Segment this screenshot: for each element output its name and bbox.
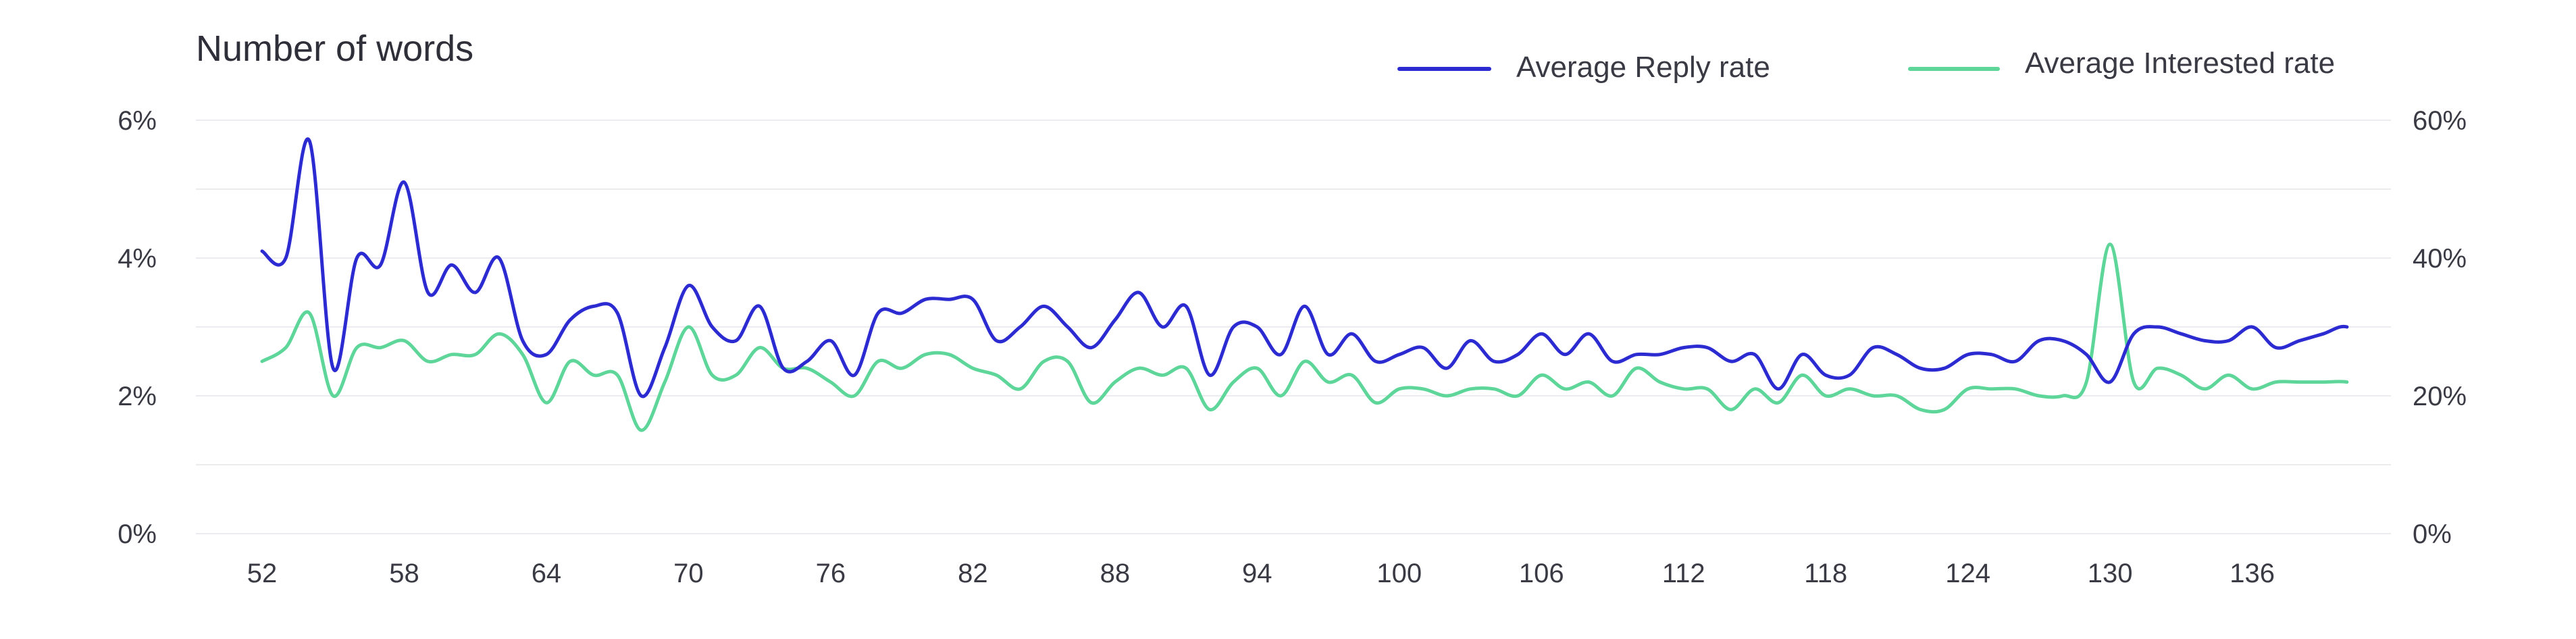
- x-tick-label: 130: [2088, 559, 2133, 588]
- x-tick-label: 94: [1242, 559, 1272, 588]
- y-right-tick-label: 60%: [2413, 106, 2467, 136]
- x-tick-label: 118: [1804, 559, 1847, 588]
- y-right-tick-label: 0%: [2413, 519, 2452, 549]
- y-right-tick-label: 20%: [2413, 382, 2467, 411]
- x-tick-label: 82: [958, 559, 988, 588]
- series-line-interested-rate: [260, 242, 2349, 432]
- y-left-tick-label: 4%: [118, 244, 157, 274]
- series-lines: [260, 137, 2349, 432]
- y-left-tick-label: 6%: [118, 106, 157, 136]
- chart-title: Number of words: [196, 28, 473, 69]
- x-tick-label: 124: [1945, 559, 1990, 588]
- legend: Average Reply rate Average Interested ra…: [1397, 47, 2335, 84]
- legend-label-interested: Average Interested rate: [2025, 47, 2335, 80]
- x-tick-label: 136: [2230, 559, 2275, 588]
- x-tick-label: 88: [1100, 559, 1131, 588]
- x-tick-label: 70: [673, 559, 704, 588]
- x-tick-label: 76: [816, 559, 846, 588]
- legend-item-interested[interactable]: Average Interested rate: [1908, 47, 2335, 80]
- y-axis-right: 0% 20% 40% 60%: [2413, 106, 2467, 549]
- x-tick-label: 112: [1662, 559, 1705, 588]
- x-tick-label: 100: [1376, 559, 1422, 588]
- y-axis-left: 0% 2% 4% 6%: [118, 106, 157, 549]
- y-right-tick-label: 40%: [2413, 244, 2467, 274]
- legend-label-reply: Average Reply rate: [1516, 51, 1770, 84]
- x-axis: 52 58 64 70 76 82 88 94 100 106 112 118 124 130 136: [247, 559, 2275, 588]
- series-line-reply-rate: [260, 137, 2349, 399]
- legend-item-reply[interactable]: Average Reply rate: [1397, 51, 1770, 84]
- y-left-tick-label: 0%: [118, 519, 157, 549]
- x-tick-label: 52: [247, 559, 278, 588]
- x-tick-label: 64: [532, 559, 562, 588]
- x-tick-label: 58: [389, 559, 419, 588]
- y-left-tick-label: 2%: [118, 382, 157, 411]
- x-tick-label: 106: [1519, 559, 1564, 588]
